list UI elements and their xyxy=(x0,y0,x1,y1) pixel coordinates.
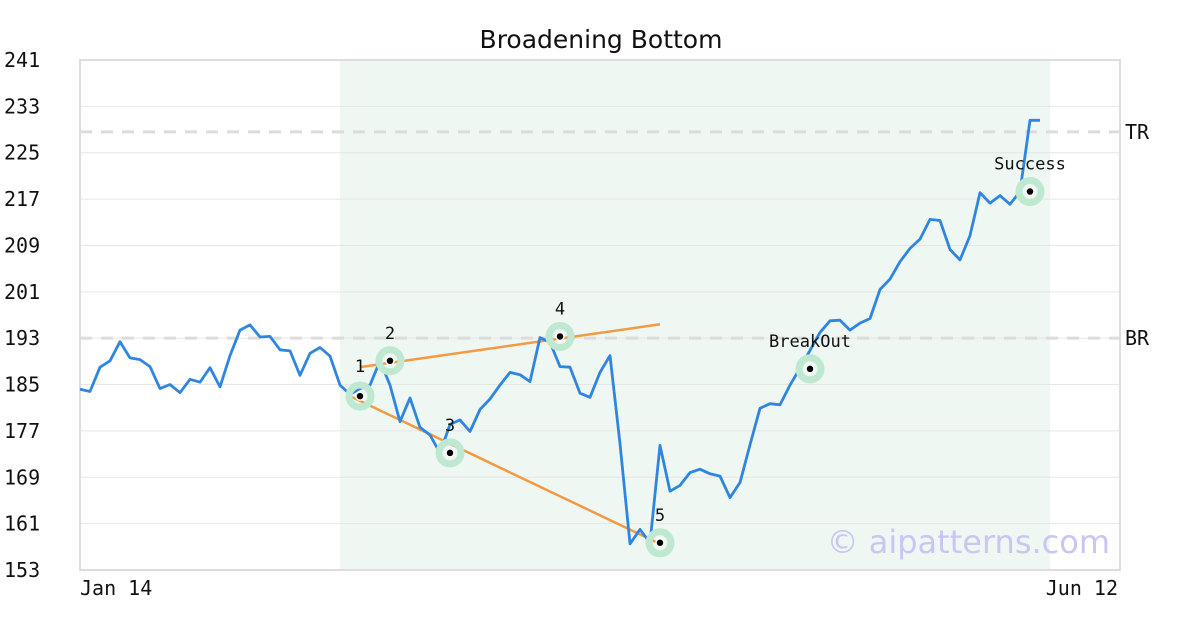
reference-label-br: BR xyxy=(1125,326,1150,350)
point-marker-success xyxy=(1025,186,1035,197)
y-tick-label: 153 xyxy=(4,558,40,582)
point-halo-5 xyxy=(645,528,675,558)
y-tick-label: 209 xyxy=(4,233,40,257)
point-label-breakout: BreakOut xyxy=(769,332,851,352)
x-tick-label: Jan 14 xyxy=(80,576,152,600)
point-label-1: 1 xyxy=(355,357,365,377)
point-halo-3 xyxy=(435,438,465,468)
y-tick-label: 177 xyxy=(4,419,40,443)
point-label-2: 2 xyxy=(385,324,395,344)
point-halo-2 xyxy=(375,346,405,376)
point-label-3: 3 xyxy=(445,416,455,436)
y-tick-label: 201 xyxy=(4,280,40,304)
point-label-4: 4 xyxy=(555,299,565,319)
chart-title: Broadening Bottom xyxy=(480,25,723,54)
pattern-trend-line-2 xyxy=(359,323,661,369)
point-marker-3 xyxy=(445,448,455,458)
point-label-success: Success xyxy=(994,155,1066,175)
y-tick-label: 161 xyxy=(4,512,40,536)
plot-frame xyxy=(79,59,1121,571)
point-marker-breakout xyxy=(805,364,815,374)
point-halo-4 xyxy=(545,321,575,351)
watermark-text: © aipatterns.com xyxy=(827,523,1110,561)
point-marker-4 xyxy=(555,331,565,342)
y-tick-label: 169 xyxy=(4,465,40,489)
y-tick-label: 225 xyxy=(4,141,40,165)
y-tick-label: 217 xyxy=(4,187,40,211)
y-tick-label: 193 xyxy=(4,326,40,350)
y-tick-label: 233 xyxy=(4,94,40,118)
pattern-region xyxy=(340,60,1050,570)
point-marker-1 xyxy=(355,391,365,401)
point-halo-1 xyxy=(345,381,375,411)
x-tick-label: Jun 12 xyxy=(1046,576,1118,600)
reference-label-tr: TR xyxy=(1125,120,1150,144)
y-tick-label: 185 xyxy=(4,373,40,397)
point-marker-2 xyxy=(385,356,395,366)
point-halo-success xyxy=(1015,177,1045,207)
price-line xyxy=(79,118,1040,546)
point-halo-breakout xyxy=(795,354,825,384)
y-tick-label: 241 xyxy=(4,48,40,72)
point-label-5: 5 xyxy=(655,506,665,526)
point-marker-5 xyxy=(655,538,665,548)
